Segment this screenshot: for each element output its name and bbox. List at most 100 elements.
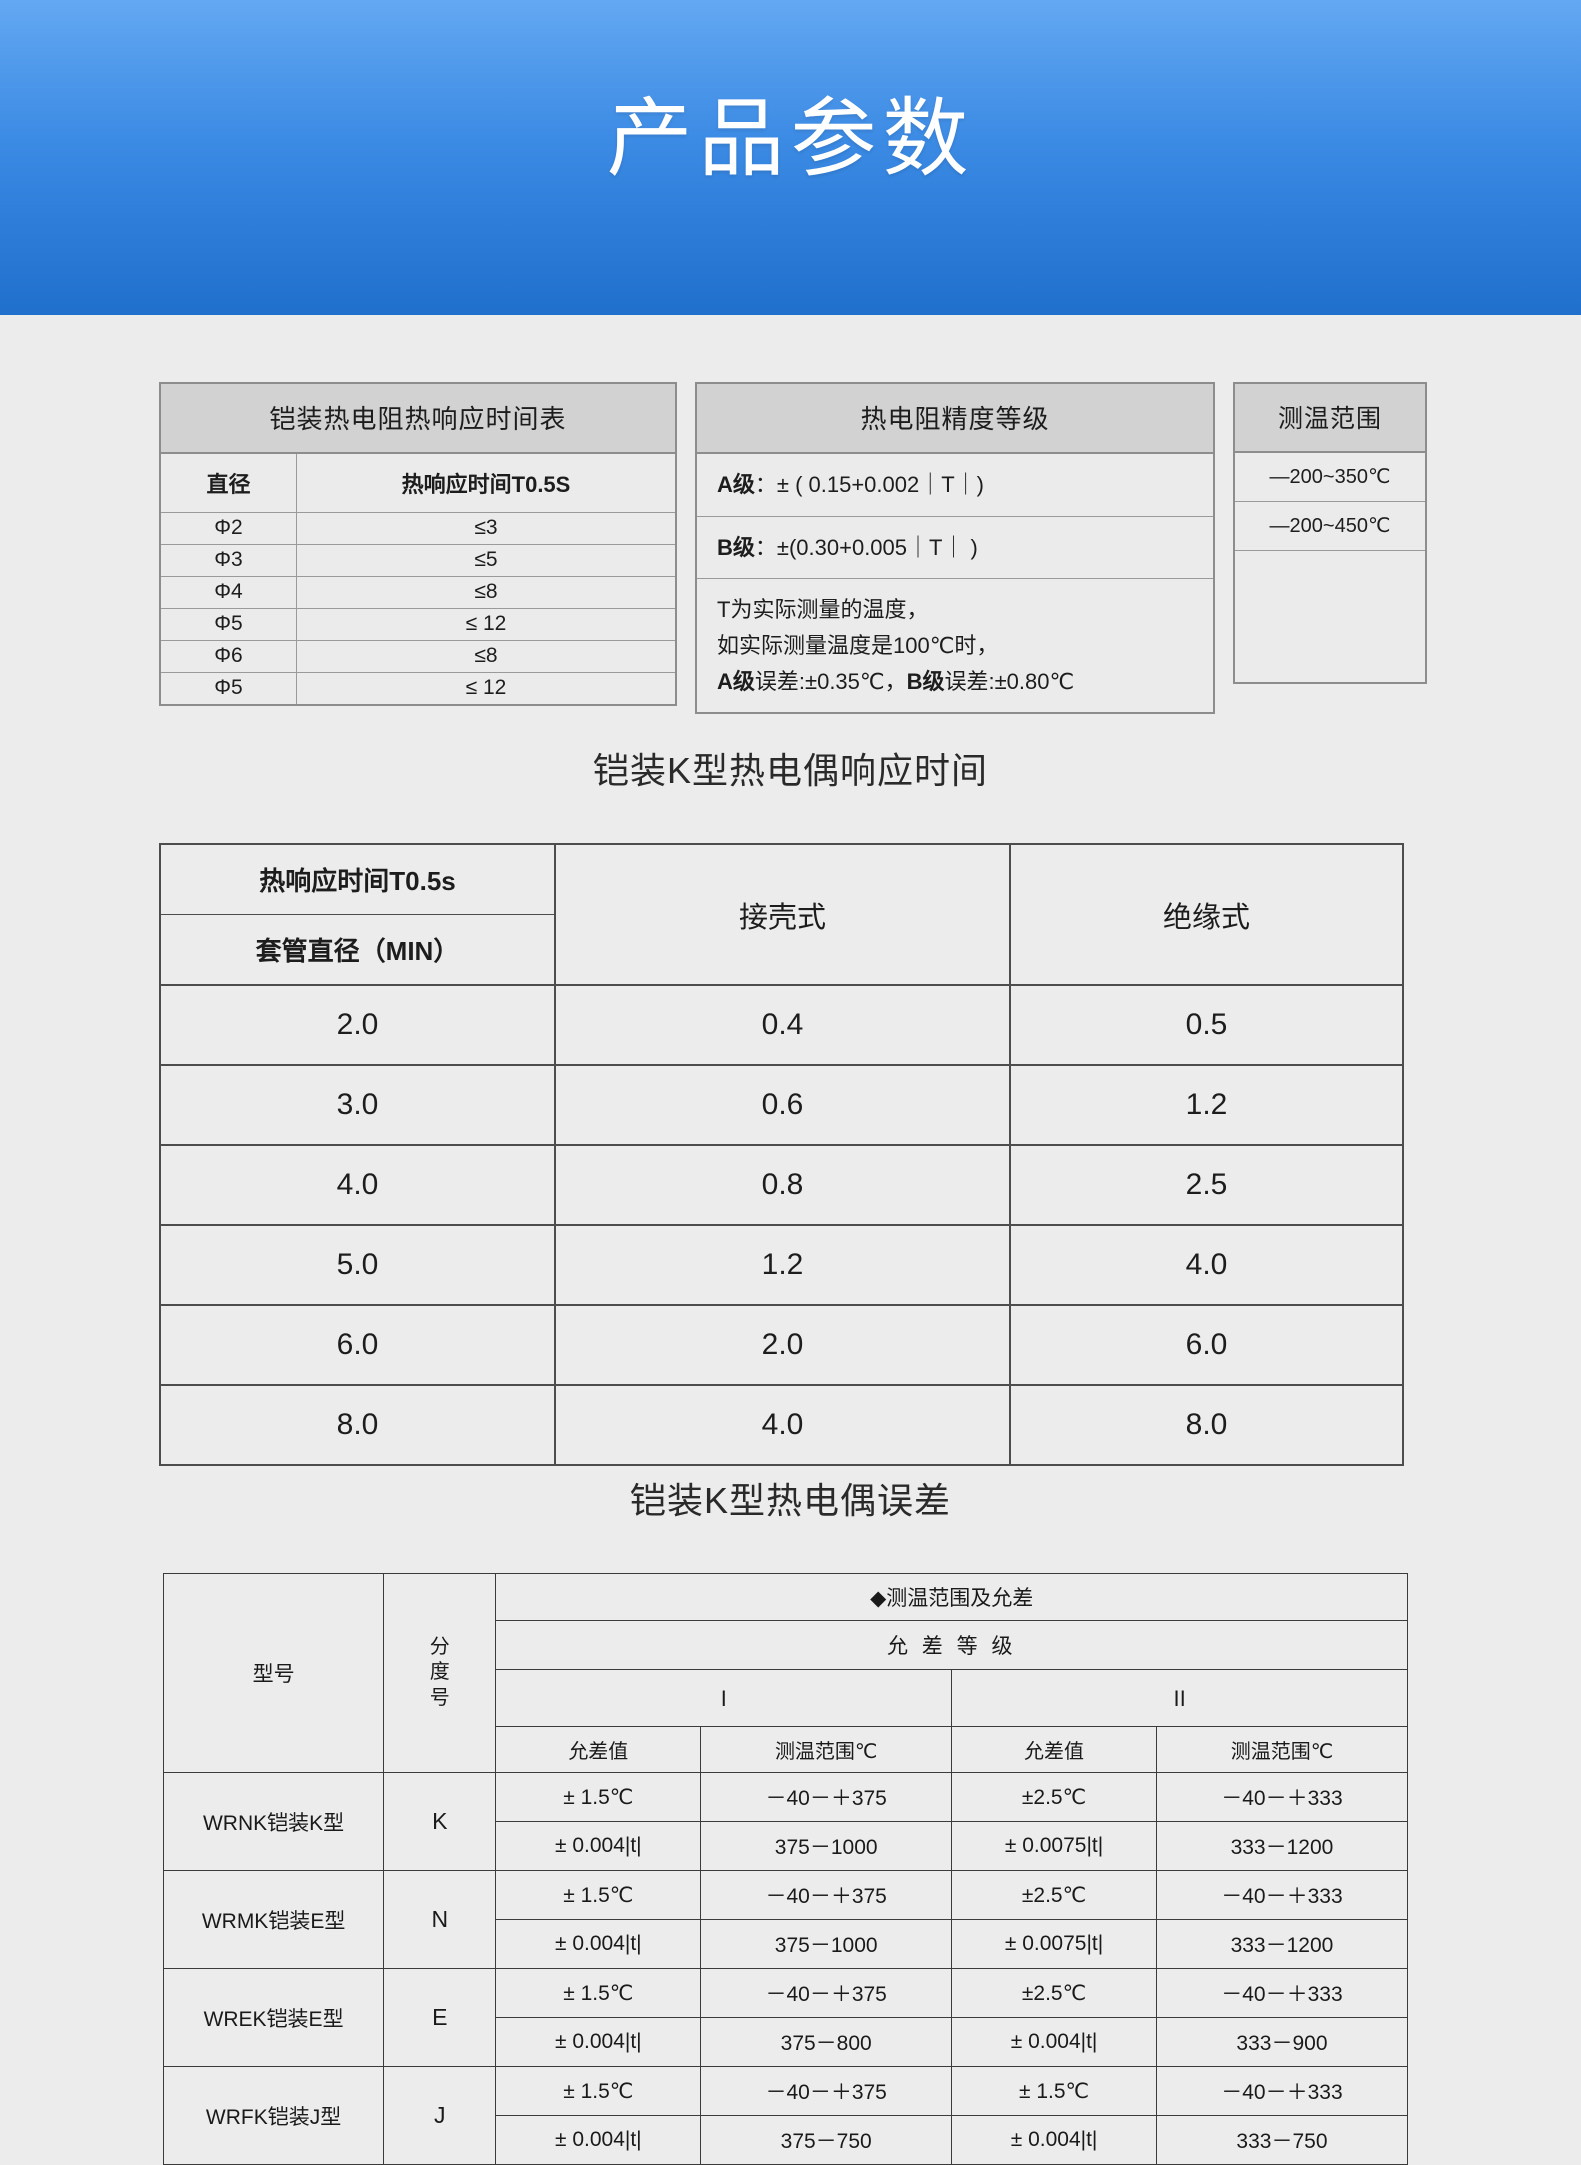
thermocouple-error-grid: 型号 分 度 号 ◆测温范围及允差 允 差 等 级 Ⅰ Ⅱ 允差值 测温范围℃ …: [162, 1573, 1409, 2165]
rtd-response-time-grid: 直径 热响应时间T0.5S Φ2 ≤3 Φ3 ≤5 Φ4 ≤8 Φ5: [161, 454, 675, 704]
page-title: 产品参数: [606, 90, 975, 187]
cell-diameter: Φ4: [161, 576, 297, 609]
cell-tolerance-2: ± 1.5℃: [951, 2066, 1157, 2116]
cell-grade-b: B级：±(0.30+0.005｜T｜ ): [697, 516, 1213, 580]
grade-code-char-2: 度: [429, 1661, 450, 1684]
cell-model: WRMK铠装E型: [162, 1870, 385, 1969]
cell-diameter: Φ6: [161, 640, 297, 673]
table-row: Φ3 ≤5: [161, 544, 675, 577]
cell-response-time: ≤ 12: [296, 672, 675, 704]
note-line-3: A级误差:±0.35℃，B级误差:±0.80℃: [717, 664, 1193, 700]
cell-range-1: －40－＋375: [700, 1968, 953, 2018]
section-title-error: 铠装K型热电偶误差: [629, 1480, 951, 1521]
table-row: 5.0 1.2 4.0: [159, 1224, 1404, 1306]
table-header-row-class: Ⅰ Ⅱ: [164, 1669, 1408, 1727]
cell-diameter: Φ2: [161, 512, 297, 545]
class-label-one: Ⅰ: [495, 1669, 953, 1727]
cell-range-2: －40－＋333: [1155, 2066, 1409, 2116]
header-sheath-diameter-label: 套管直径（MIN）: [159, 914, 556, 986]
note-grade-b-error: 误差:±0.80℃: [944, 668, 1075, 694]
subcolumn-header-range-2: 测温范围℃: [1155, 1726, 1409, 1773]
rtd-accuracy-grid: A级：± ( 0.15+0.002｜T｜) B级：±(0.30+0.005｜T｜…: [697, 454, 1213, 712]
header-response-time-label: 热响应时间T0.5s: [159, 843, 556, 915]
cell-grade-code: J: [383, 2066, 497, 2165]
note-line-2: 如实际测量温度是100℃时，: [717, 632, 999, 658]
thermocouple-error-table: 型号 分 度 号 ◆测温范围及允差 允 差 等 级 Ⅰ Ⅱ 允差值 测温范围℃ …: [162, 1573, 1409, 2165]
thermocouple-response-time-table: 热响应时间T0.5s 接壳式 绝缘式 套管直径（MIN） 2.0 0.4 0.5…: [159, 843, 1404, 1466]
note-grade-a-error: 误差:±0.35℃，: [754, 668, 907, 694]
class-label-two: Ⅱ: [951, 1669, 1408, 1727]
cell-response-time: ≤8: [296, 640, 675, 673]
cell-insulated: 2.5: [1009, 1144, 1404, 1226]
table-row: [1235, 551, 1425, 683]
table-row: 4.0 0.8 2.5: [159, 1144, 1404, 1226]
cell-tolerance-2: ± 0.0075|t|: [951, 1919, 1157, 1969]
cell-insulated: 4.0: [1009, 1224, 1404, 1306]
subcolumn-header-range-1: 测温范围℃: [700, 1726, 953, 1773]
cell-diameter: 6.0: [159, 1304, 556, 1386]
rtd-response-time-caption: 铠装热电阻热响应时间表: [161, 384, 675, 454]
cell-range-2: 333－1200: [1155, 1821, 1409, 1871]
cell-diameter: 5.0: [159, 1224, 556, 1306]
cell-tolerance-1: ± 1.5℃: [495, 1772, 702, 1822]
cell-range-2: 333－750: [1155, 2115, 1409, 2165]
cell-insulated: 1.2: [1009, 1064, 1404, 1146]
cell-diameter: 3.0: [159, 1064, 556, 1146]
note-grade-b-label: B级: [906, 668, 945, 694]
table-row: 3.0 0.6 1.2: [159, 1064, 1404, 1146]
cell-tolerance-2: ± 0.0075|t|: [951, 1821, 1157, 1871]
table-row: Φ4 ≤8: [161, 576, 675, 609]
column-header-grade-code: 分 度 号: [383, 1573, 497, 1773]
cell-grounded: 4.0: [554, 1384, 1011, 1466]
cell-grade-code: E: [383, 1968, 497, 2067]
table-row-secondary: ± 0.004|t| 375－1000 ± 0.0075|t| 333－1200: [164, 1919, 1409, 1969]
cell-tolerance-1: ± 1.5℃: [495, 2066, 702, 2116]
top-tables-row: 铠装热电阻热响应时间表 直径 热响应时间T0.5S Φ2 ≤3 Φ3 ≤5 Φ4: [159, 382, 1429, 715]
cell-tolerance-1: ± 0.004|t|: [495, 2115, 702, 2165]
grade-a-formula: ：± ( 0.15+0.002｜T｜): [754, 472, 985, 497]
cell-model: WRFK铠装J型: [162, 2066, 385, 2165]
note-grade-a-label: A级: [717, 668, 755, 694]
cell-tolerance-1: ± 0.004|t|: [495, 2017, 702, 2067]
table-row: Φ5 ≤ 12: [161, 672, 675, 704]
grade-b-label: B级: [717, 534, 755, 560]
temperature-range-table: 测温范围 —200~350℃ —200~450℃: [1233, 382, 1427, 684]
table-row: 8.0 4.0 8.0: [159, 1384, 1404, 1466]
cell-model: WRNK铠装K型: [162, 1772, 385, 1871]
column-header-grounded: 接壳式: [554, 843, 1011, 986]
grade-a-label: A级: [717, 472, 755, 497]
table-header-row-subcolumns: 允差值 测温范围℃ 允差值 测温范围℃: [164, 1726, 1409, 1773]
cell-range-1: 375－750: [700, 2115, 953, 2165]
cell-insulated: 0.5: [1009, 984, 1404, 1066]
table-row: WRMK铠装E型 N ± 1.5℃ －40－＋375 ±2.5℃ －40－＋33…: [162, 1870, 1409, 1969]
cell-diameter: Φ5: [161, 672, 297, 704]
column-header-response-time: 热响应时间T0.5S: [296, 454, 675, 513]
cell-range-2: 333－900: [1155, 2017, 1409, 2067]
cell-tolerance-2: ± 0.004|t|: [951, 2017, 1157, 2067]
table-row: T为实际测量的温度， 如实际测量温度是100℃时， A级误差:±0.35℃，B级…: [697, 579, 1213, 712]
grade-code-char-1: 分: [429, 1635, 450, 1658]
subcolumn-header-tolerance-1: 允差值: [495, 1726, 702, 1773]
column-header-diameter: 直径: [161, 454, 297, 513]
cell-grounded: 0.6: [554, 1064, 1011, 1146]
cell-temp-range: —200~450℃: [1235, 501, 1425, 551]
table-row: —200~450℃: [1235, 501, 1425, 551]
cell-insulated: 6.0: [1009, 1304, 1404, 1386]
table-row: Φ2 ≤3: [161, 512, 675, 545]
grade-b-formula: ：±(0.30+0.005｜T｜ ): [754, 534, 978, 560]
subcolumn-header-tolerance-2: 允差值: [951, 1726, 1157, 1773]
cell-range-1: 375－800: [700, 2017, 953, 2067]
cell-tolerance-2: ± 0.004|t|: [951, 2115, 1157, 2165]
cell-range-2: －40－＋333: [1155, 1968, 1409, 2018]
rtd-accuracy-caption: 热电阻精度等级: [697, 384, 1213, 454]
cell-range-1: 375－1000: [700, 1821, 953, 1871]
table-row-secondary: ± 0.004|t| 375－1000 ± 0.0075|t| 333－1200: [164, 1821, 1409, 1871]
table-header-row: 热响应时间T0.5s 接壳式 绝缘式: [159, 843, 1404, 986]
cell-diameter: 8.0: [159, 1384, 556, 1466]
cell-tolerance-1: ± 0.004|t|: [495, 1919, 702, 1969]
cell-grade-a: A级：± ( 0.15+0.002｜T｜): [697, 454, 1213, 517]
band-subtitle-tolerance-class: 允 差 等 级: [495, 1620, 1408, 1670]
note-line-1: T为实际测量的温度，: [717, 597, 929, 623]
cell-response-time: ≤8: [296, 576, 675, 609]
table-row: 2.0 0.4 0.5: [159, 984, 1404, 1066]
